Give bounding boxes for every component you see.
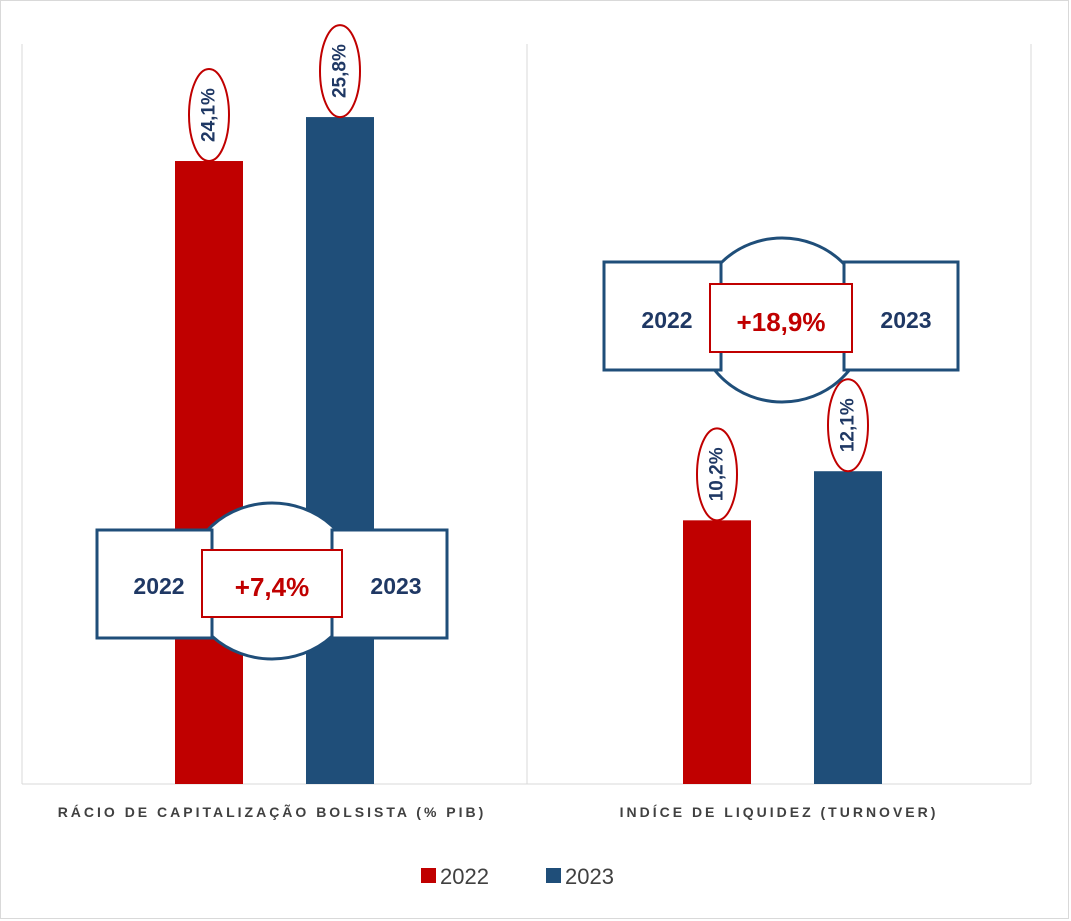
value-label-ellipse — [696, 427, 738, 522]
callout-to-year: 2023 — [880, 307, 931, 333]
bars — [175, 117, 882, 784]
value-label-ellipse — [319, 24, 361, 119]
legend-swatch-2022 — [421, 868, 436, 883]
callout-change: +7,4% — [235, 572, 309, 602]
value-label-text: 12,1% — [838, 398, 859, 452]
callout-to-year: 2023 — [370, 573, 421, 599]
value-labels: 24,1% 25,8% 10,2% 12,1% — [188, 24, 869, 522]
legend: 2022 2023 — [421, 864, 614, 889]
comparison-callout-liquidez: 2022 +18,9% 2023 — [602, 236, 960, 404]
bar-2023-cat0 — [306, 117, 374, 784]
value-label-ellipse — [827, 378, 869, 473]
value-label-ellipse — [188, 68, 230, 163]
legend-label-2022: 2022 — [440, 864, 489, 889]
callout-from-year: 2022 — [133, 573, 184, 599]
bar-2022-cat1 — [683, 520, 751, 784]
value-label-2022-cat0: 24,1% — [188, 68, 230, 163]
value-label-2022-cat1: 10,2% — [696, 427, 738, 522]
legend-label-2023: 2023 — [565, 864, 614, 889]
callout-change: +18,9% — [737, 307, 826, 337]
callout-center-box — [201, 549, 343, 618]
category-label-liquidez: INDÍCE DE LIQUIDEZ (TURNOVER) — [620, 804, 939, 820]
comparison-callout-capitalizacao: 2022 +7,4% 2023 — [95, 501, 449, 661]
callout-right-box — [330, 528, 449, 640]
callout-from-year: 2022 — [641, 307, 692, 333]
value-label-text: 10,2% — [707, 447, 728, 501]
legend-swatch-2023 — [546, 868, 561, 883]
value-label-2023-cat1: 12,1% — [827, 378, 869, 473]
bar-2022-cat0 — [175, 161, 243, 784]
callout-center-box — [709, 283, 853, 353]
category-label-capitalizacao: RÁCIO DE CAPITALIZAÇÃO BOLSISTA (% PIB) — [58, 803, 487, 820]
value-label-text: 25,8% — [330, 44, 351, 98]
callout-left-box — [602, 260, 723, 372]
bar-2023-cat1 — [814, 471, 882, 784]
value-label-text: 24,1% — [199, 88, 220, 142]
value-label-2023-cat0: 25,8% — [319, 24, 361, 119]
